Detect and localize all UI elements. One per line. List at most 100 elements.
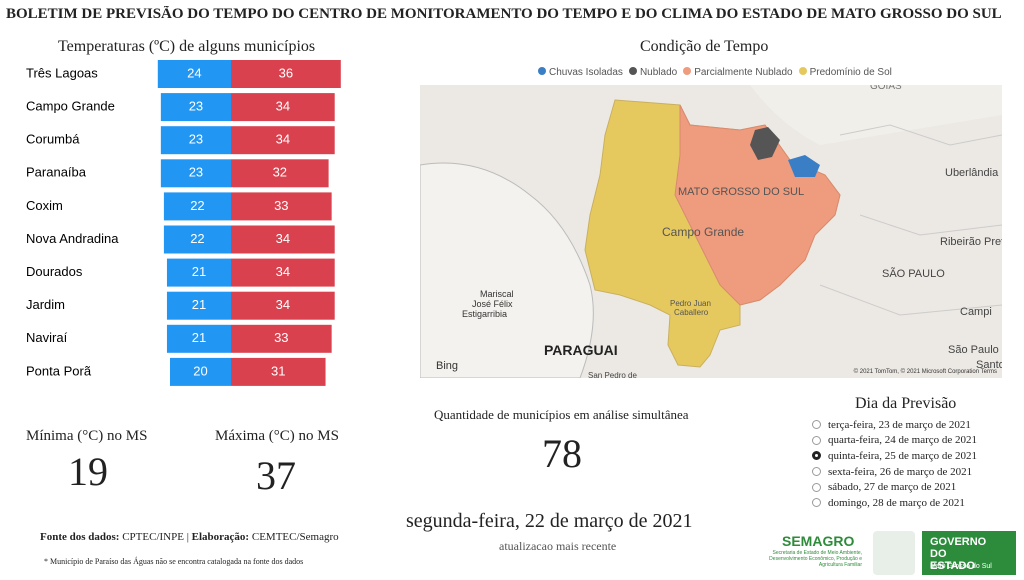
- min-value: 19: [68, 449, 108, 494]
- radio: [812, 467, 821, 477]
- bar: [231, 93, 335, 122]
- value-label: 21: [192, 264, 206, 279]
- bar: [160, 93, 231, 122]
- semagro-sub: Secretaria de Estado de Meio Ambiente, D…: [769, 550, 862, 568]
- bar: [170, 357, 231, 386]
- bar: [231, 159, 329, 188]
- value-label: 33: [274, 330, 288, 345]
- option-text: quinta-feira, 25 de março de 2021: [828, 449, 978, 462]
- forecast-option[interactable]: quinta-feira, 25 de março de 2021: [812, 448, 977, 464]
- bar: [231, 291, 335, 320]
- radio: [812, 420, 821, 430]
- bar: [231, 258, 335, 287]
- forecast-option[interactable]: sexta-feira, 26 de março de 2021: [812, 464, 977, 480]
- legend-text: Chuvas Isoladas: [549, 67, 623, 78]
- bar: [231, 60, 341, 88]
- option-text: domingo, 28 de março de 2021: [828, 496, 965, 509]
- value-label: 34: [276, 99, 290, 114]
- value-label: 33: [274, 198, 288, 213]
- value-label: 24: [187, 65, 201, 80]
- value-label: 20: [193, 363, 207, 378]
- legend-dot: [628, 67, 637, 75]
- map-label: Campo Grande: [662, 225, 744, 239]
- gov-sub: Mato Grosso do Sul: [930, 563, 992, 570]
- value-label: 36: [279, 65, 293, 80]
- forecast-option[interactable]: domingo, 28 de março de 2021: [812, 495, 977, 511]
- bar: [163, 192, 231, 221]
- map-label: PARAGUAI: [544, 342, 618, 358]
- category-label: Três Lagoas: [26, 65, 98, 80]
- map-label: Pedro Juan: [670, 299, 711, 308]
- map-title: Condição de Tempo: [640, 38, 769, 55]
- bar: [231, 225, 335, 254]
- radio: [812, 482, 821, 492]
- legend-item: Chuvas Isoladas: [538, 67, 623, 78]
- made: CEMTEC/Semagro: [251, 531, 339, 543]
- value-label: 32: [273, 165, 287, 180]
- category-label: Dourados: [26, 264, 83, 279]
- bar: [166, 258, 231, 287]
- map-label: MATO GROSSO DO SUL: [678, 186, 804, 198]
- legend-item: Nublado: [628, 67, 678, 78]
- map-label: Caballero: [674, 308, 709, 317]
- value-label: 34: [276, 231, 290, 246]
- category-label: Corumbá: [26, 132, 80, 147]
- forecast-title: Dia da Previsão: [855, 395, 957, 412]
- value-label: 22: [190, 198, 204, 213]
- value-label: 23: [189, 99, 203, 114]
- max-label: Máxima (°C) no MS: [215, 428, 339, 444]
- forecast-option[interactable]: sábado, 27 de março de 2021: [812, 479, 977, 495]
- count-label: Quantidade de municípios em análise simu…: [434, 407, 689, 422]
- temperature-chart: Três Lagoas 24 36 Campo Grande 23 34 Corumbá 23…: [26, 60, 341, 386]
- state-cloudy: [750, 127, 780, 160]
- bar: [231, 357, 326, 386]
- count-value: 78: [542, 431, 582, 476]
- map-legend: Chuvas Isoladas Nublado Parcialmente Nubla…: [538, 67, 898, 78]
- source-line: Fonte dos dados: CPTEC/INPE | Elaboração…: [40, 531, 339, 543]
- gov-logo: GOVERNO DO ESTADO Mato Grosso do Sul: [922, 531, 1016, 575]
- forecast-option[interactable]: terça-feira, 23 de março de 2021: [812, 417, 977, 433]
- gov-text: GOVERNO DO ESTADO: [930, 536, 987, 572]
- forecast-options: terça-feira, 23 de março de 2021 quarta-f…: [812, 417, 977, 511]
- map-label: San Pedro de: [588, 371, 637, 378]
- radio: [812, 451, 821, 461]
- legend-item: Parcialmente Nublado: [683, 67, 793, 78]
- value-label: 23: [189, 165, 203, 180]
- category-label: Campo Grande: [26, 99, 115, 114]
- map-label: Campi: [960, 306, 992, 318]
- value-label: 34: [276, 132, 290, 147]
- map-label: Mariscal: [480, 289, 514, 299]
- category-label: Nova Andradina: [26, 231, 119, 246]
- forecast-option[interactable]: quarta-feira, 24 de março de 2021: [812, 433, 977, 449]
- legend-dot: [683, 67, 692, 75]
- value-label: 34: [276, 264, 290, 279]
- page-title: BOLETIM DE PREVISÃO DO TEMPO DO CENTRO D…: [6, 6, 1002, 22]
- map-label: São Paulo: [948, 344, 999, 356]
- bar: [160, 126, 231, 155]
- map-label: Santo: [976, 359, 1002, 371]
- radio: [812, 435, 821, 445]
- value-label: 31: [271, 363, 285, 378]
- value-label: 34: [276, 297, 290, 312]
- map-brand: Bing: [436, 360, 458, 372]
- date-note: atualizacao mais recente: [499, 539, 617, 553]
- max-value: 37: [256, 453, 296, 498]
- source-label: Fonte dos dados:: [40, 531, 120, 543]
- bar: [166, 291, 231, 320]
- map-credits: © 2021 TomTom, © 2021 Microsoft Corporat…: [854, 368, 997, 375]
- option-text: sexta-feira, 26 de março de 2021: [828, 465, 973, 478]
- region: [750, 85, 1002, 145]
- legend-text: Nublado: [639, 67, 678, 78]
- category-label: Ponta Porã: [26, 363, 92, 378]
- chart-title: Temperaturas (ºC) de alguns municípios: [58, 38, 316, 55]
- map-label: José Félix: [472, 299, 513, 309]
- bar: [163, 225, 231, 254]
- legend-text: Parcialmente Nublado: [694, 67, 793, 78]
- map-label: Estigarribia: [462, 309, 507, 319]
- roads: [819, 124, 1002, 316]
- bar: [160, 159, 231, 188]
- category-label: Coxim: [26, 198, 63, 213]
- option-text: terça-feira, 23 de março de 2021: [828, 418, 971, 431]
- map-label: GOIÁS: [870, 85, 902, 92]
